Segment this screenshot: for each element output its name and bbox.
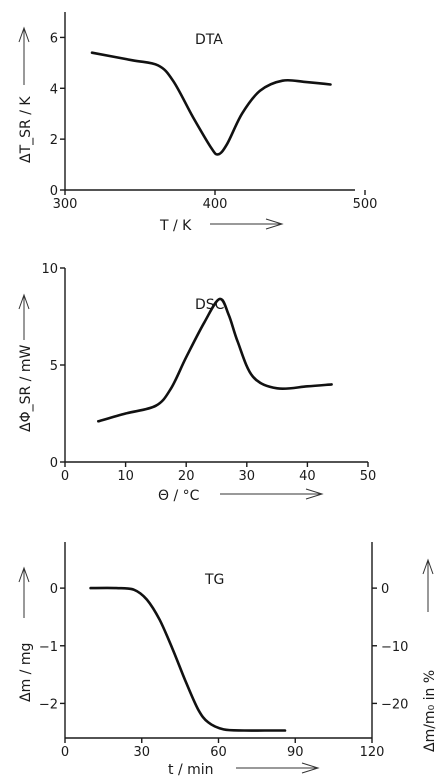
dta-y-ticks: 0 2 4 6: [50, 31, 65, 199]
dta-y-axis-label: ΔT_SR / K: [18, 96, 34, 163]
dta-y-tick-label: 6: [50, 31, 58, 46]
tg-x-ticks: 0 30 60 90 120: [61, 738, 385, 760]
dta-x-axis-label: T / K: [159, 218, 192, 234]
dsc-series-line: [97, 297, 333, 423]
dsc-x-ticks: 0 10 20 30 40 50: [61, 462, 376, 484]
dsc-y-ticks: 0 5 10: [41, 262, 65, 471]
tg-y2-tick-label: 0: [381, 582, 389, 597]
tg-y-tick-label: 0: [50, 582, 58, 597]
tg-x-axis-label: t / min: [168, 762, 214, 778]
dta-x-tick-label: 300: [53, 197, 78, 212]
tg-y2-tick-label: −20: [381, 697, 408, 712]
dta-x-arrow: [210, 218, 284, 230]
dta-y-tick-label: 0: [50, 184, 58, 199]
dta-y-tick-label: 2: [50, 133, 58, 148]
tg-y-arrow: [18, 566, 30, 618]
dta-title: DTA: [195, 32, 223, 48]
tg-x-tick-label: 120: [360, 745, 385, 760]
tg-y-tick-label: −1: [39, 640, 58, 655]
dsc-x-tick-label: 20: [178, 469, 195, 484]
chart-dta: DTA 300 400 500 0 2 4 6 T / K ΔT_SR / K: [18, 12, 377, 234]
dta-y-tick-label: 4: [50, 82, 58, 97]
tg-y-axis-label: Δm / mg: [18, 643, 34, 702]
tg-x-tick-label: 30: [133, 745, 150, 760]
dta-series-line: [90, 51, 332, 156]
dta-x-tick-label: 500: [353, 197, 378, 212]
tg-y-ticks: 0 −1 −2: [39, 582, 65, 712]
tg-title: TG: [204, 572, 224, 588]
dsc-x-tick-label: 10: [117, 469, 134, 484]
dta-x-ticks: 300 400 500: [53, 190, 378, 212]
dsc-y-tick-label: 10: [41, 262, 58, 277]
dsc-x-tick-label: 50: [360, 469, 377, 484]
dsc-y-tick-label: 5: [50, 359, 58, 374]
dsc-x-tick-label: 30: [239, 469, 256, 484]
tg-x-tick-label: 0: [61, 745, 69, 760]
tg-series-line: [89, 586, 287, 732]
dta-x-tick-label: 400: [203, 197, 228, 212]
tg-y-tick-label: −2: [39, 697, 58, 712]
tg-y2-ticks: 0 −10 −20: [372, 582, 408, 712]
dsc-x-arrow: [220, 488, 324, 500]
dsc-x-tick-label: 0: [61, 469, 69, 484]
dsc-y-tick-label: 0: [50, 456, 58, 471]
tg-x-tick-label: 90: [287, 745, 304, 760]
chart-tg: TG 0 30 60 90 120 0 −1 −2 0 −10 −20 t / min Δm /…: [18, 542, 438, 778]
tg-x-arrow: [236, 762, 320, 774]
dsc-x-axis-label: Θ / °C: [158, 488, 200, 504]
dsc-y-axis-label: ΔΦ_SR / mW: [18, 345, 34, 432]
dta-y-arrow: [18, 26, 30, 85]
dsc-y-arrow: [18, 293, 30, 340]
tg-y2-tick-label: −10: [381, 640, 408, 655]
tg-x-tick-label: 60: [210, 745, 227, 760]
dsc-x-tick-label: 40: [299, 469, 316, 484]
tg-y2-arrow: [422, 558, 434, 612]
tg-y2-axis-label: Δm/m₀ in %: [422, 670, 438, 752]
